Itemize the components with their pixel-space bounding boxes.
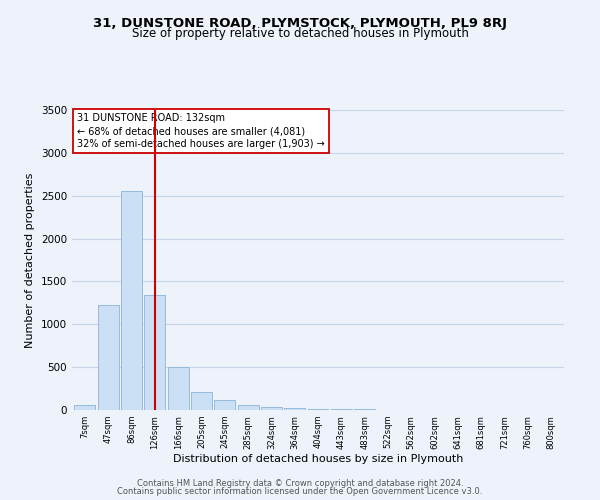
- Y-axis label: Number of detached properties: Number of detached properties: [25, 172, 35, 348]
- Text: Size of property relative to detached houses in Plymouth: Size of property relative to detached ho…: [131, 28, 469, 40]
- Bar: [121, 190, 142, 410]
- Bar: [308, 408, 328, 410]
- Text: 31, DUNSTONE ROAD, PLYMSTOCK, PLYMOUTH, PL9 8RJ: 31, DUNSTONE ROAD, PLYMSTOCK, PLYMOUTH, …: [93, 18, 507, 30]
- Bar: [98, 304, 119, 410]
- Bar: [214, 400, 235, 410]
- Bar: [238, 406, 259, 410]
- Bar: [261, 408, 282, 410]
- Bar: [331, 409, 352, 410]
- Bar: [74, 406, 95, 410]
- Text: Contains HM Land Registry data © Crown copyright and database right 2024.: Contains HM Land Registry data © Crown c…: [137, 478, 463, 488]
- Bar: [144, 295, 165, 410]
- Bar: [167, 367, 188, 410]
- Bar: [191, 392, 212, 410]
- Text: 31 DUNSTONE ROAD: 132sqm
← 68% of detached houses are smaller (4,081)
32% of sem: 31 DUNSTONE ROAD: 132sqm ← 68% of detach…: [77, 113, 325, 150]
- X-axis label: Distribution of detached houses by size in Plymouth: Distribution of detached houses by size …: [173, 454, 463, 464]
- Bar: [284, 408, 305, 410]
- Text: Contains public sector information licensed under the Open Government Licence v3: Contains public sector information licen…: [118, 487, 482, 496]
